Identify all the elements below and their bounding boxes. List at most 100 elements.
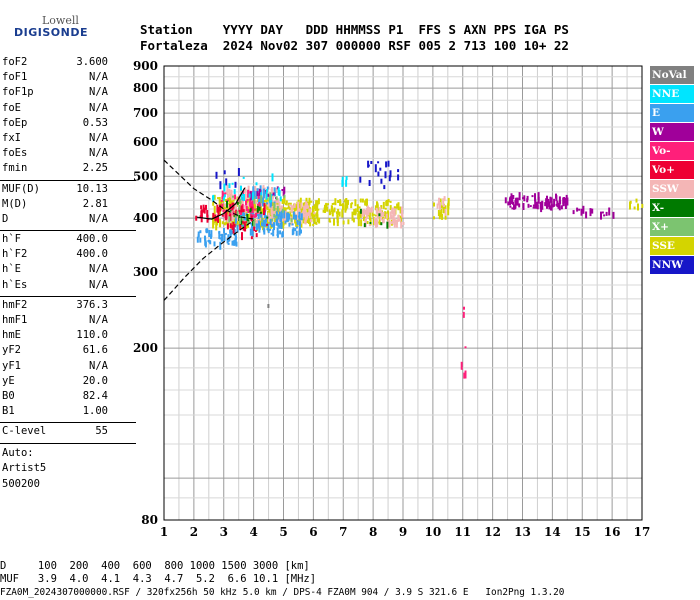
ionogram-echo-point: [304, 203, 307, 209]
param-value: 61.6: [82, 344, 108, 357]
ionogram-echo-point: [385, 161, 388, 168]
ionogram-echo-point: [250, 222, 253, 225]
ionogram-echo-point: [388, 219, 391, 225]
ionogram-echo-point: [360, 219, 363, 227]
param-separator: [0, 295, 136, 297]
ionogram-echo-point: [244, 187, 247, 193]
ionogram-echo-point: [261, 217, 264, 223]
ionogram-echo-point: [273, 191, 276, 197]
ionogram-echo-point: [386, 221, 389, 229]
ionogram-echo-point: [262, 227, 265, 233]
ionogram-echo-point: [236, 210, 239, 217]
ionogram-echo-point: [444, 208, 447, 216]
ionogram-echo-point: [371, 210, 374, 217]
ionogram-echo-point: [247, 209, 250, 213]
ionogram-echo-point: [232, 195, 234, 198]
ionogram-echo-point: [245, 200, 247, 206]
ionogram-echo-point: [236, 224, 239, 233]
ionogram-echo-point: [374, 222, 377, 225]
param-value: N/A: [89, 71, 108, 84]
ionogram-echo-point: [271, 201, 274, 206]
ionogram-echo-point: [226, 200, 228, 208]
param-name: foE: [2, 101, 21, 114]
y-tick-label: 800: [133, 81, 158, 95]
ionogram-echo-point: [254, 208, 257, 211]
ionogram-echo-point: [216, 221, 218, 226]
ionogram-echo-point: [213, 205, 216, 214]
ionogram-echo-point: [548, 201, 551, 210]
ionogram-echo-point: [275, 215, 278, 219]
ionogram-echo-point: [218, 231, 221, 234]
param-value: 1.00: [82, 405, 108, 418]
param-row: fxI N/A: [0, 132, 136, 147]
ionogram-echo-point: [221, 190, 224, 198]
ionogram-echo-point: [336, 211, 338, 215]
ionogram-echo-point: [243, 213, 245, 220]
ionogram-echo-point: [217, 208, 220, 216]
ionogram-echo-point: [386, 199, 389, 206]
ionogram-echo-point: [212, 221, 215, 225]
ionogram-echo-point: [270, 232, 273, 235]
ionogram-echo-point: [212, 201, 215, 206]
ionogram-echo-point: [257, 188, 260, 195]
ionogram-echo-point: [236, 201, 239, 205]
ionogram-echo-point: [342, 203, 345, 211]
autoscaling-line: 500200: [2, 477, 40, 490]
param-name: fmin: [2, 162, 28, 175]
ionogram-echo-point: [337, 208, 340, 215]
ionogram-echo-point: [553, 198, 556, 207]
ionogram-echo-point: [221, 214, 224, 217]
ionogram-echo-point: [229, 203, 232, 209]
ionogram-echo-point: [204, 241, 207, 248]
ionogram-echo-point: [526, 198, 529, 203]
ionogram-echo-point: [379, 207, 382, 215]
ionogram-echo-point: [438, 212, 441, 220]
ionogram-echo-point: [304, 205, 306, 213]
ionogram-echo-point: [537, 192, 540, 201]
ionogram-echo-point: [223, 233, 226, 242]
ionogram-echo-point: [242, 176, 245, 179]
ionogram-echo-point: [443, 205, 445, 207]
ionogram-echo-point: [313, 218, 316, 225]
ionogram-echo-point: [225, 212, 228, 221]
ionogram-echo-point: [279, 230, 282, 235]
param-name: yE: [2, 374, 15, 387]
ionogram-echo-point: [318, 217, 321, 224]
ionogram-echo-point: [375, 207, 378, 214]
ionogram-echo-point: [369, 217, 372, 226]
ionogram-echo-point: [266, 216, 269, 219]
ionogram-echo-point: [529, 205, 532, 208]
ionogram-echo-point: [266, 223, 269, 226]
header-labels: Station YYYY DAY DDD HHMMSS P1 FFS S AXN…: [140, 22, 569, 37]
ionogram-echo-point: [396, 203, 399, 209]
ionogram-echo-point: [258, 222, 260, 228]
legend-entry: SSE: [650, 237, 694, 255]
ionogram-echo-point: [389, 200, 392, 203]
ionogram-echo-point: [512, 195, 515, 199]
ionogram-echo-point: [223, 170, 226, 175]
ionogram-echo-point: [235, 209, 238, 217]
param-row: hmF1 N/A: [0, 314, 136, 329]
ionogram-echo-point: [284, 203, 287, 206]
ionogram-echo-point: [317, 208, 320, 211]
ionogram-echo-point: [397, 169, 400, 173]
ionogram-echo-point: [240, 192, 243, 201]
ionogram-echo-point: [218, 199, 221, 205]
ionogram-echo-point: [311, 212, 313, 215]
ionogram-echo-point: [285, 207, 288, 210]
ionogram-echo-point: [310, 200, 313, 203]
ionogram-echo-point: [258, 202, 261, 210]
y-tick-label: 300: [133, 265, 158, 279]
ionogram-echo-point: [239, 218, 241, 224]
ionogram-echo-point: [265, 203, 268, 211]
ionogram-echo-point: [221, 221, 224, 225]
ionogram-echo-point: [345, 198, 348, 205]
ionogram-echo-point: [402, 222, 405, 225]
param-name: hmF2: [2, 298, 28, 311]
ionogram-echo-point: [374, 217, 377, 225]
ionogram-echo-point: [280, 205, 283, 210]
ionogram-echo-point: [261, 208, 264, 216]
ionogram-echo-point: [293, 209, 296, 212]
param-separator: [0, 230, 136, 232]
ionogram-echo-point: [393, 209, 396, 217]
